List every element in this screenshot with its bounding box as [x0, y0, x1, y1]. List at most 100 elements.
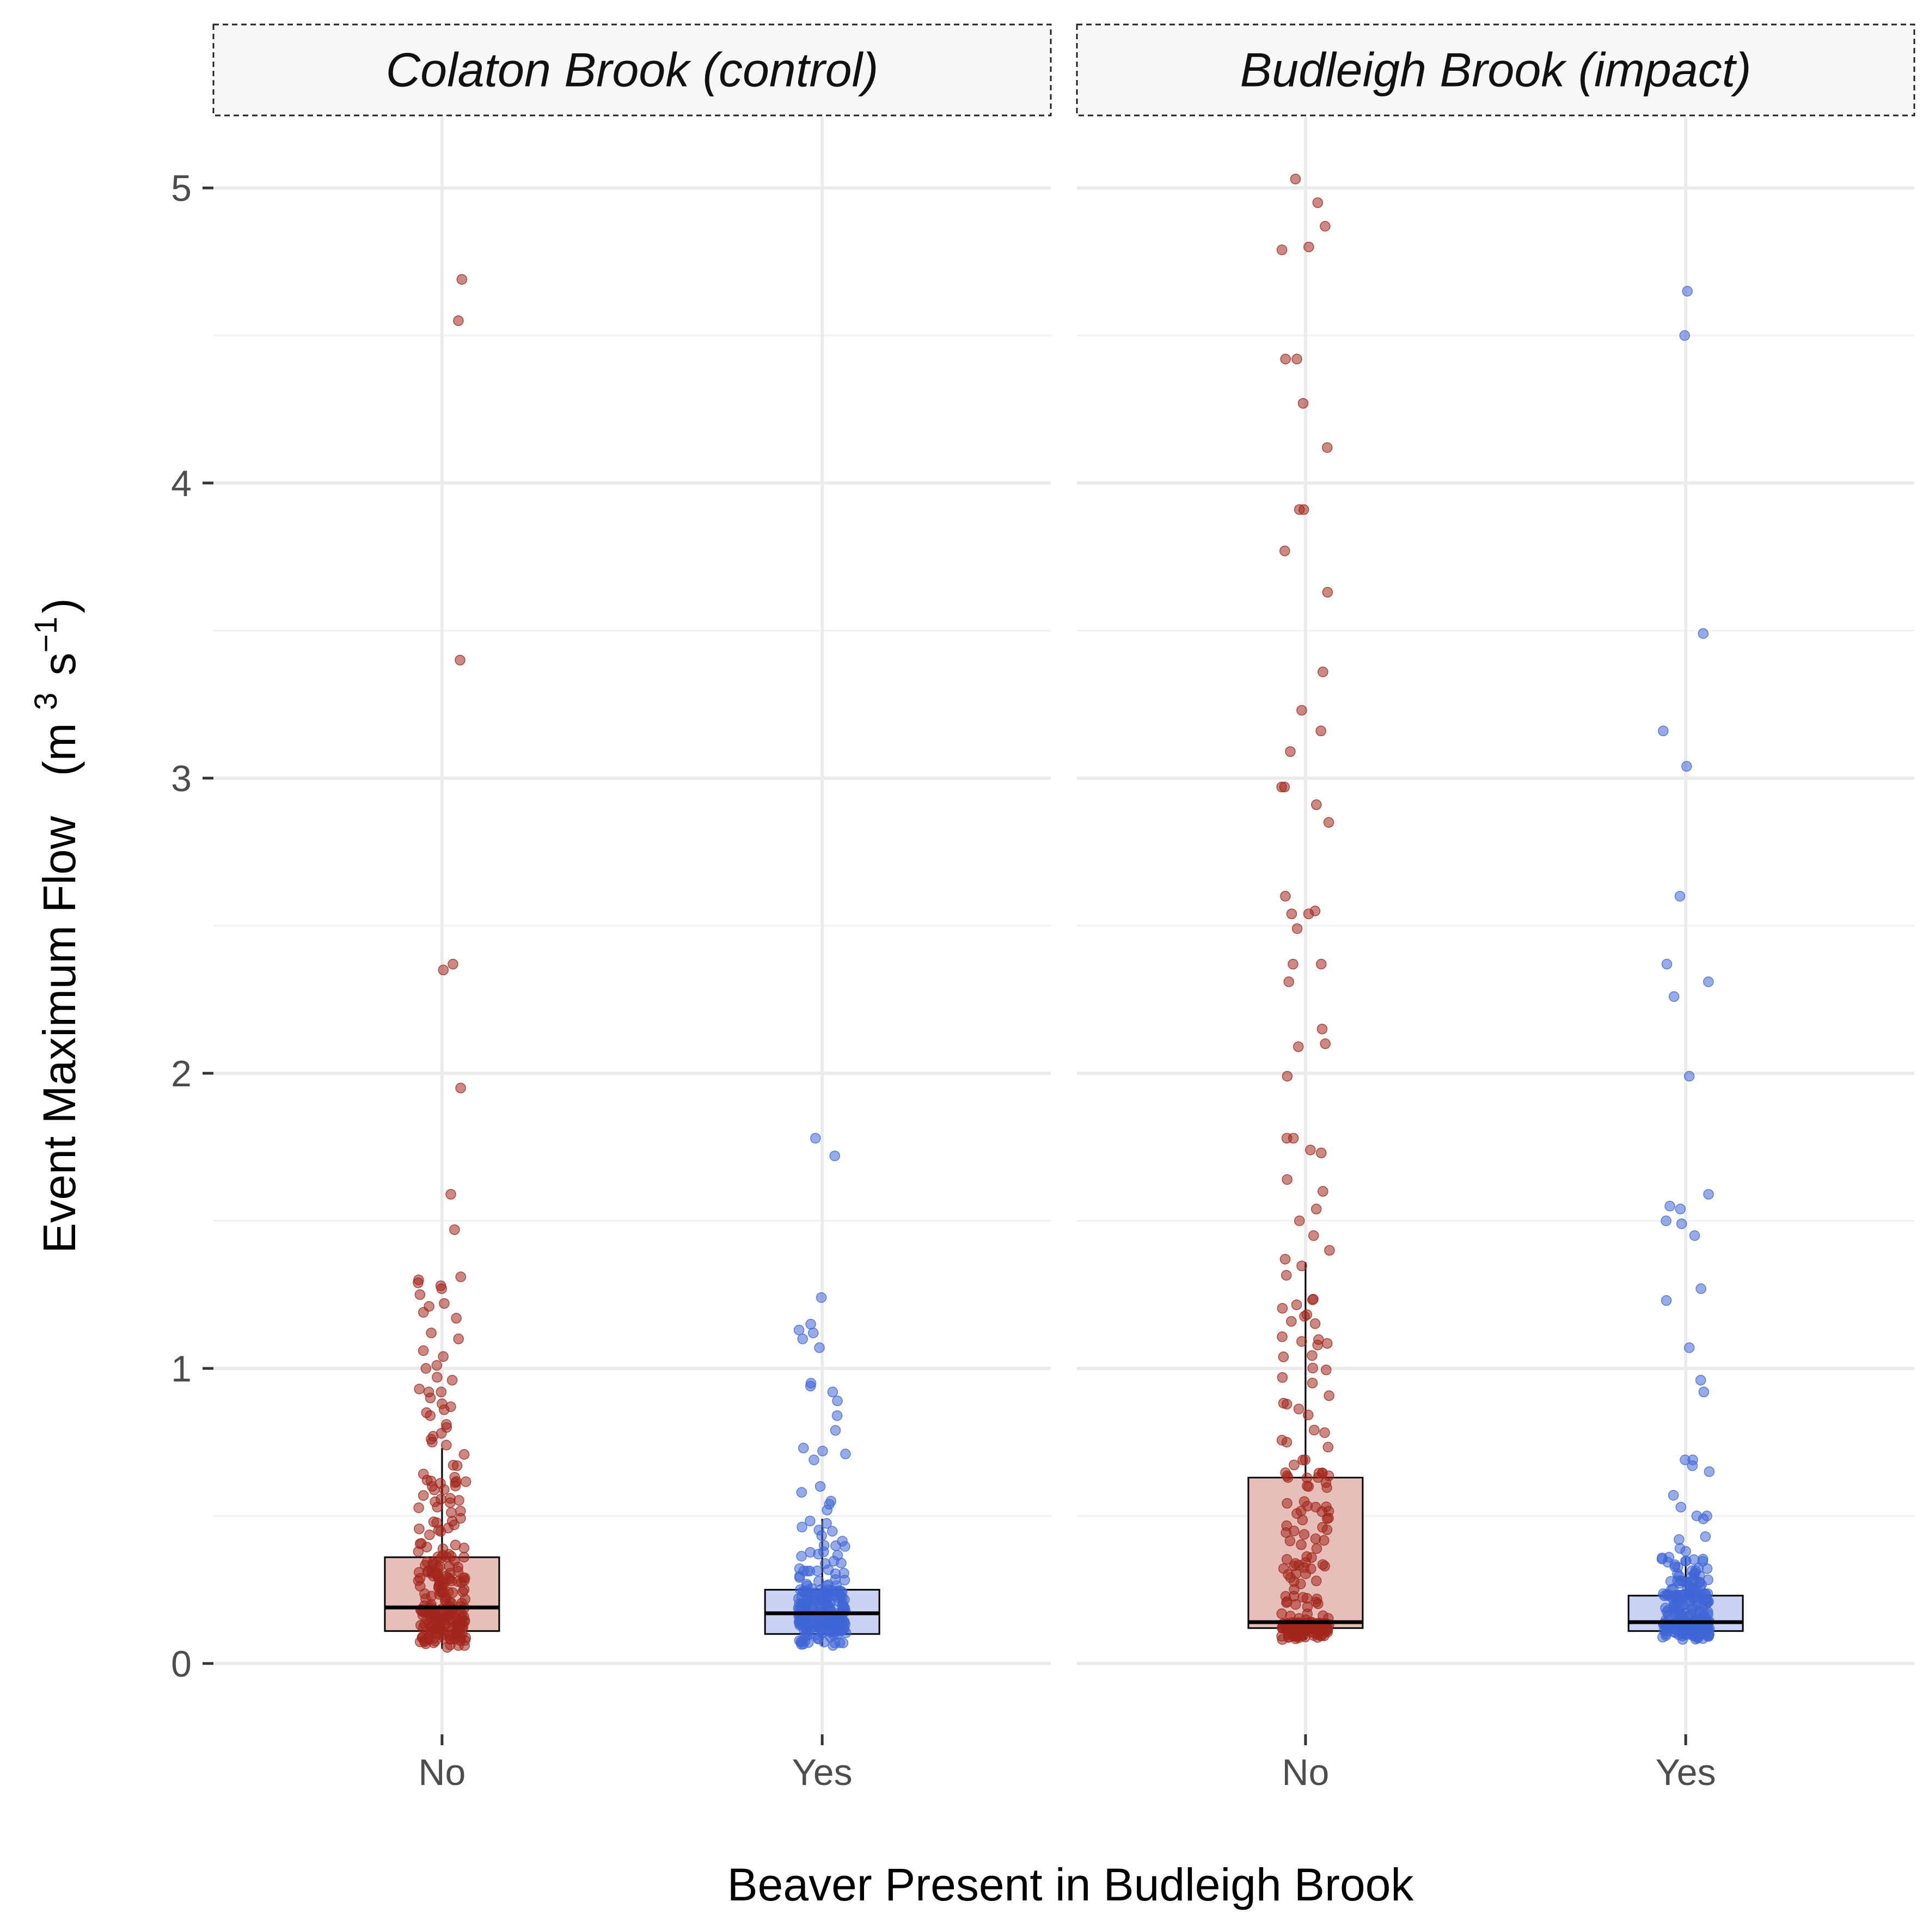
data-point — [458, 1584, 470, 1595]
data-point — [430, 1496, 440, 1507]
data-point — [1311, 799, 1322, 810]
data-point — [1282, 1498, 1293, 1509]
y-axis-label-group: Event Maximum Flow (m 3 s−1) — [28, 598, 85, 1253]
data-point — [1701, 1563, 1713, 1574]
data-point — [426, 1612, 437, 1623]
data-point — [456, 274, 468, 285]
data-point — [1281, 1270, 1292, 1281]
data-point — [1289, 1459, 1300, 1471]
data-point — [448, 958, 458, 970]
data-point — [1679, 330, 1691, 341]
data-point — [1683, 1071, 1695, 1082]
data-point — [1303, 241, 1314, 253]
y-tick-label: 5 — [171, 168, 192, 209]
data-point — [805, 1515, 816, 1526]
data-point — [1297, 1592, 1308, 1603]
data-point — [1281, 1527, 1291, 1538]
data-point — [1661, 1215, 1671, 1226]
data-point — [820, 1621, 832, 1632]
data-point — [805, 1318, 816, 1330]
data-point — [1687, 1460, 1698, 1471]
data-point — [1277, 1372, 1288, 1383]
x-tick-label: No — [1282, 1752, 1329, 1793]
data-point — [1307, 1378, 1318, 1389]
data-point — [455, 1083, 466, 1093]
data-point — [1296, 1260, 1307, 1271]
data-point — [450, 1481, 461, 1491]
data-point — [1687, 1565, 1698, 1576]
data-point — [1302, 1608, 1313, 1619]
data-point — [414, 1523, 425, 1534]
data-point — [1321, 1482, 1332, 1493]
data-point — [1296, 1336, 1307, 1347]
data-point — [796, 1487, 807, 1498]
facet-strip — [1076, 23, 1915, 117]
data-point — [1282, 1174, 1293, 1185]
data-point — [433, 1572, 444, 1583]
data-point — [1300, 1454, 1311, 1465]
data-point — [1299, 1529, 1310, 1540]
data-point — [1322, 1441, 1334, 1453]
data-point — [1674, 1627, 1686, 1638]
facet-title: Budleigh Brook (impact) — [1240, 43, 1751, 97]
data-point — [422, 1566, 433, 1576]
data-point — [1305, 1145, 1316, 1155]
y-tick-label: 3 — [171, 758, 192, 799]
data-point — [1277, 1331, 1288, 1342]
data-point — [1703, 1609, 1713, 1620]
data-point — [413, 1502, 424, 1513]
data-point — [817, 1445, 828, 1457]
facet-title: Colaton Brook (control) — [386, 43, 879, 97]
data-point — [1297, 398, 1309, 409]
data-point — [1312, 197, 1324, 208]
data-point — [1286, 1316, 1297, 1327]
data-point — [450, 1539, 461, 1551]
y-tick-label: 4 — [171, 463, 192, 504]
data-point — [439, 1298, 450, 1309]
data-point — [818, 1546, 829, 1557]
x-tick-label: Yes — [792, 1752, 853, 1793]
data-point — [1288, 1591, 1300, 1601]
data-point — [1291, 1299, 1302, 1310]
data-point — [1661, 958, 1673, 970]
data-point — [1665, 1576, 1676, 1587]
data-point — [1280, 353, 1291, 365]
data-point — [1312, 1340, 1323, 1350]
data-point — [813, 1525, 824, 1536]
data-point — [1288, 958, 1299, 970]
data-point — [447, 1587, 458, 1598]
data-point — [1663, 1552, 1675, 1563]
data-point — [1680, 1546, 1691, 1557]
data-point — [828, 1556, 840, 1567]
data-point — [831, 1410, 843, 1421]
data-point — [801, 1580, 813, 1592]
data-point — [1307, 1362, 1318, 1374]
data-point — [1662, 1590, 1673, 1601]
data-point — [1281, 1398, 1293, 1410]
data-point — [1687, 1575, 1698, 1586]
y-tick-label: 1 — [171, 1348, 192, 1390]
data-point — [1661, 1295, 1672, 1306]
data-point — [810, 1133, 821, 1144]
data-point — [455, 1271, 467, 1282]
data-point — [449, 1224, 460, 1235]
data-point — [795, 1636, 807, 1648]
data-point — [455, 655, 466, 665]
data-point — [1279, 545, 1290, 557]
data-point — [829, 1150, 840, 1161]
data-point — [420, 1363, 432, 1374]
data-point — [451, 1313, 462, 1324]
data-point — [1703, 1189, 1714, 1200]
data-point — [1318, 667, 1328, 677]
x-tick-label: Yes — [1656, 1752, 1716, 1793]
data-point — [1674, 891, 1686, 902]
data-point — [1303, 908, 1314, 920]
data-point — [431, 1517, 442, 1529]
data-point — [794, 1570, 805, 1582]
jitter-points — [1656, 286, 1715, 1645]
data-point — [425, 1410, 436, 1421]
data-point — [1316, 1023, 1328, 1035]
data-point — [1695, 1374, 1706, 1386]
data-point — [1317, 1559, 1328, 1570]
